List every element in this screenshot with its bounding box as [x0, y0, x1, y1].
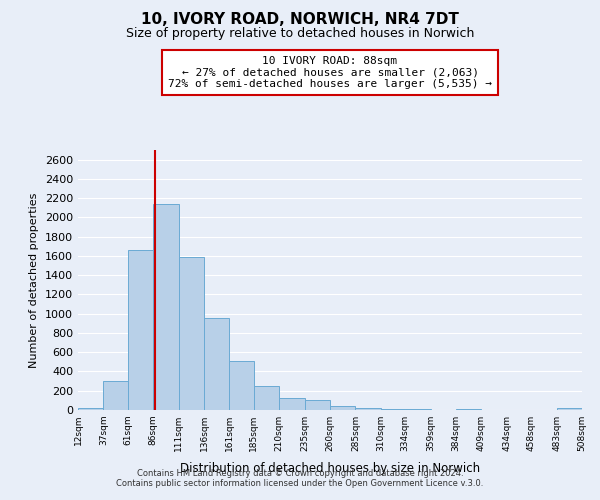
- Text: Contains public sector information licensed under the Open Government Licence v.: Contains public sector information licen…: [116, 478, 484, 488]
- Text: 10 IVORY ROAD: 88sqm
← 27% of detached houses are smaller (2,063)
72% of semi-de: 10 IVORY ROAD: 88sqm ← 27% of detached h…: [168, 56, 492, 89]
- Bar: [557, 408, 582, 410]
- Bar: [229, 362, 254, 410]
- X-axis label: Distribution of detached houses by size in Norwich: Distribution of detached houses by size …: [180, 462, 480, 475]
- Bar: [204, 318, 229, 410]
- Bar: [405, 409, 431, 410]
- Bar: [355, 408, 381, 410]
- Bar: [254, 386, 279, 410]
- Bar: [381, 408, 405, 410]
- Y-axis label: Number of detached properties: Number of detached properties: [29, 192, 40, 368]
- Bar: [78, 408, 103, 410]
- Bar: [179, 257, 204, 410]
- Bar: [305, 400, 330, 410]
- Text: 10, IVORY ROAD, NORWICH, NR4 7DT: 10, IVORY ROAD, NORWICH, NR4 7DT: [141, 12, 459, 28]
- Text: Size of property relative to detached houses in Norwich: Size of property relative to detached ho…: [126, 28, 474, 40]
- Bar: [456, 409, 481, 410]
- Bar: [279, 398, 305, 410]
- Bar: [153, 204, 179, 410]
- Text: Contains HM Land Registry data © Crown copyright and database right 2024.: Contains HM Land Registry data © Crown c…: [137, 468, 463, 477]
- Bar: [103, 381, 128, 410]
- Bar: [128, 250, 153, 410]
- Bar: [330, 406, 355, 410]
